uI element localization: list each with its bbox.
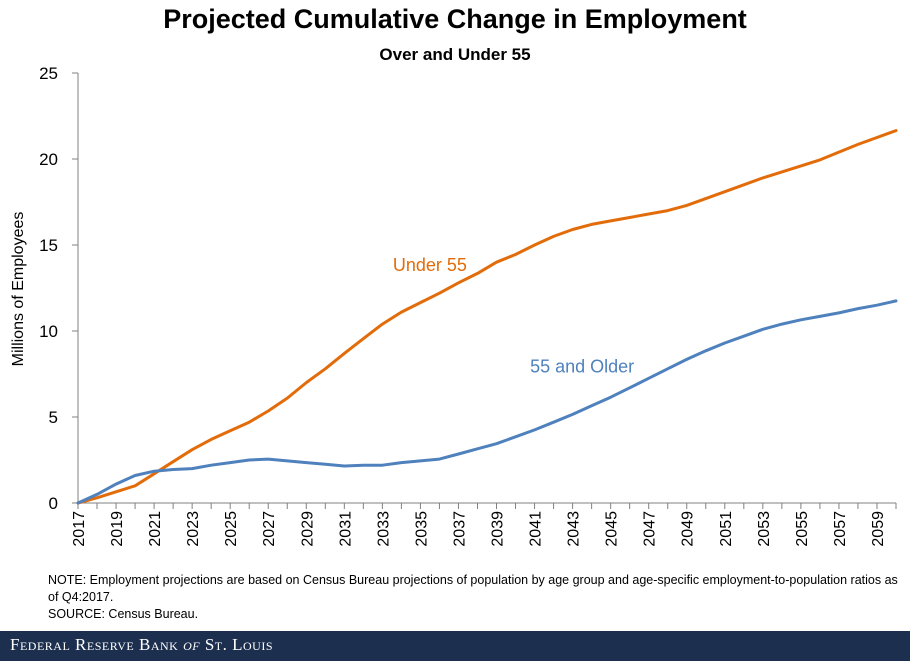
annotation-group: Under 55 55 and Older: [393, 255, 634, 376]
y-tick-label: 15: [39, 236, 58, 255]
x-tick-label: 2043: [566, 511, 583, 547]
chart-notes: NOTE: Employment projections are based o…: [48, 572, 900, 623]
y-axis-label: Millions of Employees: [10, 212, 27, 367]
series-group: [76, 129, 898, 505]
series-line-55-and-older: [76, 299, 898, 505]
x-tick-label: 2045: [604, 511, 621, 547]
x-tick-label: 2055: [794, 511, 811, 547]
y-tick-label: 0: [49, 494, 58, 513]
x-tick-label: 2033: [375, 511, 392, 547]
series-line-under-55: [76, 129, 898, 505]
x-tick-label: 2017: [71, 511, 88, 547]
x-tick-label: 2039: [490, 511, 507, 547]
chart-subtitle: Over and Under 55: [379, 45, 531, 64]
source-text: SOURCE: Census Bureau.: [48, 607, 199, 621]
footer-bar: Federal Reserve Bank of St. Louis: [0, 631, 910, 661]
y-tick-label: 5: [49, 408, 58, 427]
y-tick-label: 20: [39, 150, 58, 169]
footer-org-suffix: St. Louis: [204, 635, 274, 654]
x-tick-label: 2053: [756, 511, 773, 547]
x-tick-label: 2023: [185, 511, 202, 547]
x-tick-label: 2025: [223, 511, 240, 547]
x-tick-label: 2029: [299, 511, 316, 547]
x-tick-label: 2027: [261, 511, 278, 547]
x-tick-label: 2049: [680, 511, 697, 547]
annotation-under-55: Under 55: [393, 255, 467, 275]
footer-org-of: of: [183, 635, 201, 654]
y-tick-label: 10: [39, 322, 58, 341]
x-tick-label: 2031: [337, 511, 354, 547]
x-tick-label: 2035: [413, 511, 430, 547]
chart-title: Projected Cumulative Change in Employmen…: [163, 4, 747, 34]
x-tick-label: 2059: [870, 511, 887, 547]
x-tick-label: 2021: [147, 511, 164, 547]
x-tick-label: 2057: [832, 511, 849, 547]
x-tick-label: 2047: [642, 511, 659, 547]
footer-org-name: Federal Reserve Bank of St. Louis: [10, 635, 273, 655]
x-tick-label: 2041: [528, 511, 545, 547]
x-tick-label: 2051: [718, 511, 735, 547]
footer-org-prefix: Federal Reserve Bank: [10, 635, 179, 654]
note-text: NOTE: Employment projections are based o…: [48, 573, 898, 604]
x-tick-label: 2019: [109, 511, 126, 547]
annotation-55-and-older: 55 and Older: [530, 356, 634, 376]
x-tick-label: 2037: [451, 511, 468, 547]
y-tick-label: 25: [39, 64, 58, 83]
